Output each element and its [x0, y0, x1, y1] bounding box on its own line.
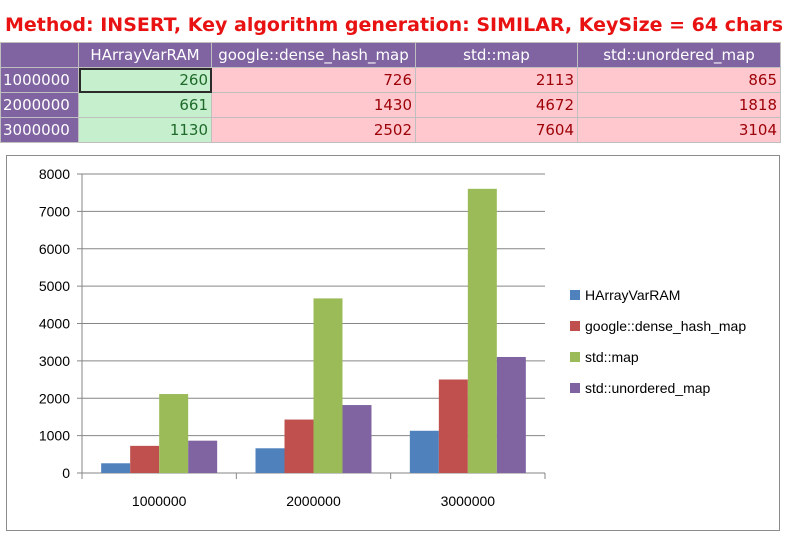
y-tick-label: 0	[62, 465, 70, 481]
y-tick-label: 8000	[39, 166, 70, 182]
chart-area[interactable]: 0 1000 2000 3000 4000 5000 6000 7000 8000 1000000…	[6, 155, 780, 531]
x-tick-label: 1000000	[132, 493, 187, 509]
column-header[interactable]: HArrayVarRAM	[78, 42, 212, 68]
legend-label: std::map	[585, 349, 639, 365]
table-cell[interactable]: 3104	[577, 117, 781, 143]
table-row: 2000000 661 1430 4672 1818	[0, 92, 781, 118]
legend-label: HArrayVarRAM	[585, 287, 680, 303]
bar	[467, 188, 497, 473]
x-tick-label: 3000000	[441, 493, 496, 509]
bar	[130, 445, 160, 473]
legend-label: google::dense_hash_map	[585, 318, 746, 334]
bar	[438, 379, 468, 473]
table-cell[interactable]: 1818	[577, 92, 781, 118]
x-tick-label: 2000000	[286, 493, 341, 509]
table-cell[interactable]: 4672	[415, 92, 578, 118]
bar-chart: 0 1000 2000 3000 4000 5000 6000 7000 8000 1000000…	[39, 166, 747, 509]
chart-title: Method: INSERT, Key algorithm generation…	[4, 14, 784, 36]
table-corner-cell[interactable]	[0, 42, 79, 68]
legend-swatch	[570, 383, 580, 393]
bar	[313, 298, 343, 473]
column-header[interactable]: google::dense_hash_map	[211, 42, 416, 68]
bar	[188, 440, 218, 473]
table-cell[interactable]: 260	[78, 67, 212, 93]
bar	[409, 430, 439, 473]
y-tick-label: 3000	[39, 353, 70, 369]
bar	[255, 448, 285, 473]
y-tick-label: 6000	[39, 241, 70, 257]
table-row: 3000000 1130 2502 7604 3104	[0, 117, 781, 143]
legend-swatch	[570, 290, 580, 300]
table-row: 1000000 260 726 2113 865	[0, 67, 781, 93]
table-cell[interactable]: 1430	[211, 92, 416, 118]
y-tick-label: 5000	[39, 278, 70, 294]
row-header[interactable]: 1000000	[0, 67, 79, 93]
legend-label: std::unordered_map	[585, 380, 711, 396]
table-header-row: HArrayVarRAM google::dense_hash_map std:…	[0, 42, 781, 68]
table-cell[interactable]: 1130	[78, 117, 212, 143]
bar	[159, 394, 189, 473]
column-header[interactable]: std::unordered_map	[577, 42, 781, 68]
y-tick-label: 1000	[39, 428, 70, 444]
bar	[342, 405, 372, 473]
y-tick-label: 7000	[39, 203, 70, 219]
bar	[101, 463, 131, 473]
bar	[284, 419, 314, 473]
column-header[interactable]: std::map	[415, 42, 578, 68]
table-cell[interactable]: 661	[78, 92, 212, 118]
legend-swatch	[570, 321, 580, 331]
row-header[interactable]: 2000000	[0, 92, 79, 118]
y-tick-label: 2000	[39, 390, 70, 406]
row-header[interactable]: 3000000	[0, 117, 79, 143]
results-table: HArrayVarRAM google::dense_hash_map std:…	[0, 42, 781, 143]
table-cell[interactable]: 726	[211, 67, 416, 93]
bar	[496, 356, 526, 473]
table-cell[interactable]: 2113	[415, 67, 578, 93]
y-tick-label: 4000	[39, 316, 70, 332]
table-cell[interactable]: 7604	[415, 117, 578, 143]
table-cell[interactable]: 2502	[211, 117, 416, 143]
legend-swatch	[570, 352, 580, 362]
table-cell[interactable]: 865	[577, 67, 781, 93]
